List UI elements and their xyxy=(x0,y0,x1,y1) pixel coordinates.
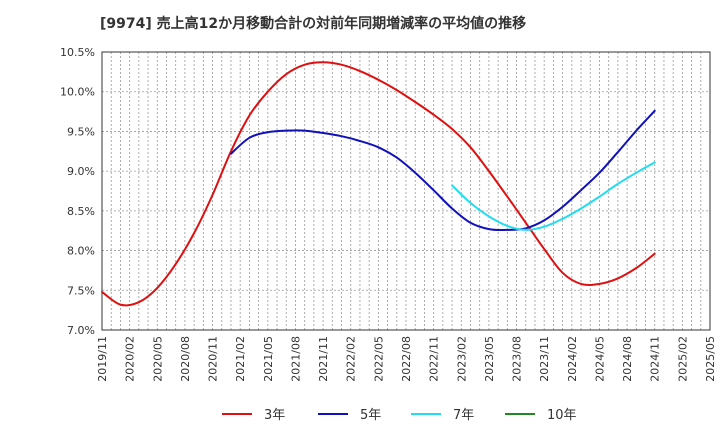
y-axis-ticks: 7.0% 7.5% 8.0% 8.5% 9.0% 9.5% 10.0% 10.5% xyxy=(60,46,95,337)
y-tick-label: 8.0% xyxy=(67,245,95,258)
y-tick-label: 9.5% xyxy=(67,125,95,138)
y-tick-label: 10.0% xyxy=(60,86,95,99)
x-tick-label: 2020/11 xyxy=(207,336,220,382)
x-tick-label: 2020/05 xyxy=(151,336,164,382)
x-tick-label: 2020/08 xyxy=(179,336,192,382)
legend-label-3: 7年 xyxy=(453,408,474,423)
x-tick-label: 2022/05 xyxy=(372,336,385,382)
series-line-2 xyxy=(230,109,656,232)
series-line-3 xyxy=(451,161,656,231)
x-tick-label: 2022/02 xyxy=(345,336,358,382)
x-tick-label: 2025/02 xyxy=(676,336,689,382)
x-tick-label: 2022/11 xyxy=(428,336,441,382)
y-tick-label: 7.0% xyxy=(67,324,95,337)
x-tick-label: 2024/02 xyxy=(566,336,579,382)
legend-label-2: 5年 xyxy=(360,408,381,423)
x-tick-label: 2021/11 xyxy=(317,336,330,382)
x-tick-label: 2023/02 xyxy=(455,336,468,382)
x-tick-label: 2025/05 xyxy=(704,336,717,382)
x-tick-label: 2022/08 xyxy=(400,336,413,382)
x-tick-label: 2023/08 xyxy=(511,336,524,382)
x-tick-label: 2023/11 xyxy=(538,336,551,382)
legend-label-4: 10年 xyxy=(547,408,577,423)
x-tick-label: 2021/05 xyxy=(262,336,275,382)
x-tick-label: 2023/05 xyxy=(483,336,496,382)
y-tick-label: 9.0% xyxy=(67,165,95,178)
x-tick-label: 2024/08 xyxy=(621,336,634,382)
x-tick-label: 2024/11 xyxy=(649,336,662,382)
x-axis-ticks: 2019/11 2020/02 2020/05 2020/08 2020/11 2021/… xyxy=(96,336,717,382)
chart-title: [9974] 売上高12か月移動合計の対前年同期増減率の平均値の推移 xyxy=(100,16,527,32)
legend-label-1: 3年 xyxy=(264,408,285,423)
series-layer xyxy=(101,61,656,307)
plot-frame xyxy=(101,51,711,331)
y-tick-label: 10.5% xyxy=(60,46,95,59)
y-tick-label: 8.5% xyxy=(67,205,95,218)
x-tick-label: 2019/11 xyxy=(96,336,109,382)
x-tick-label: 2021/02 xyxy=(234,336,247,382)
y-tick-label: 7.5% xyxy=(67,284,95,297)
series-line-1 xyxy=(101,61,656,307)
x-tick-label: 2020/02 xyxy=(124,336,137,382)
x-tick-label: 2021/08 xyxy=(289,336,302,382)
x-tick-label: 2024/05 xyxy=(593,336,606,382)
legend: 3年 5年 7年 10年 xyxy=(222,408,577,423)
grid-layer xyxy=(102,52,710,330)
